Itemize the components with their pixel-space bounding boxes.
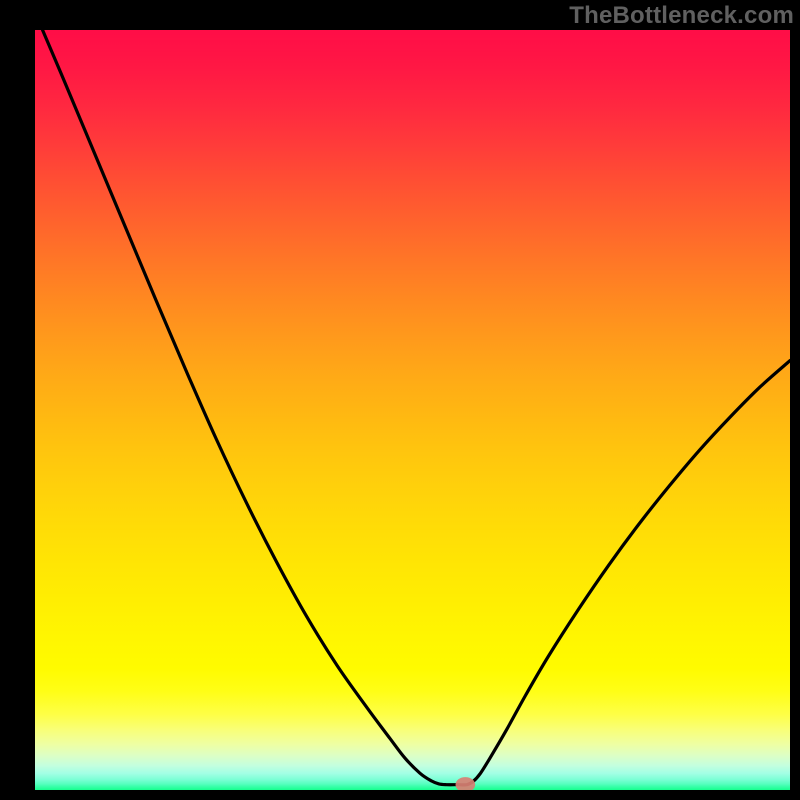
bottleneck-curve-chart xyxy=(35,30,790,790)
bottleneck-chart-frame: TheBottleneck.com xyxy=(0,0,800,800)
plot-area xyxy=(35,30,790,790)
gradient-background xyxy=(35,30,790,790)
watermark-text: TheBottleneck.com xyxy=(569,2,794,30)
